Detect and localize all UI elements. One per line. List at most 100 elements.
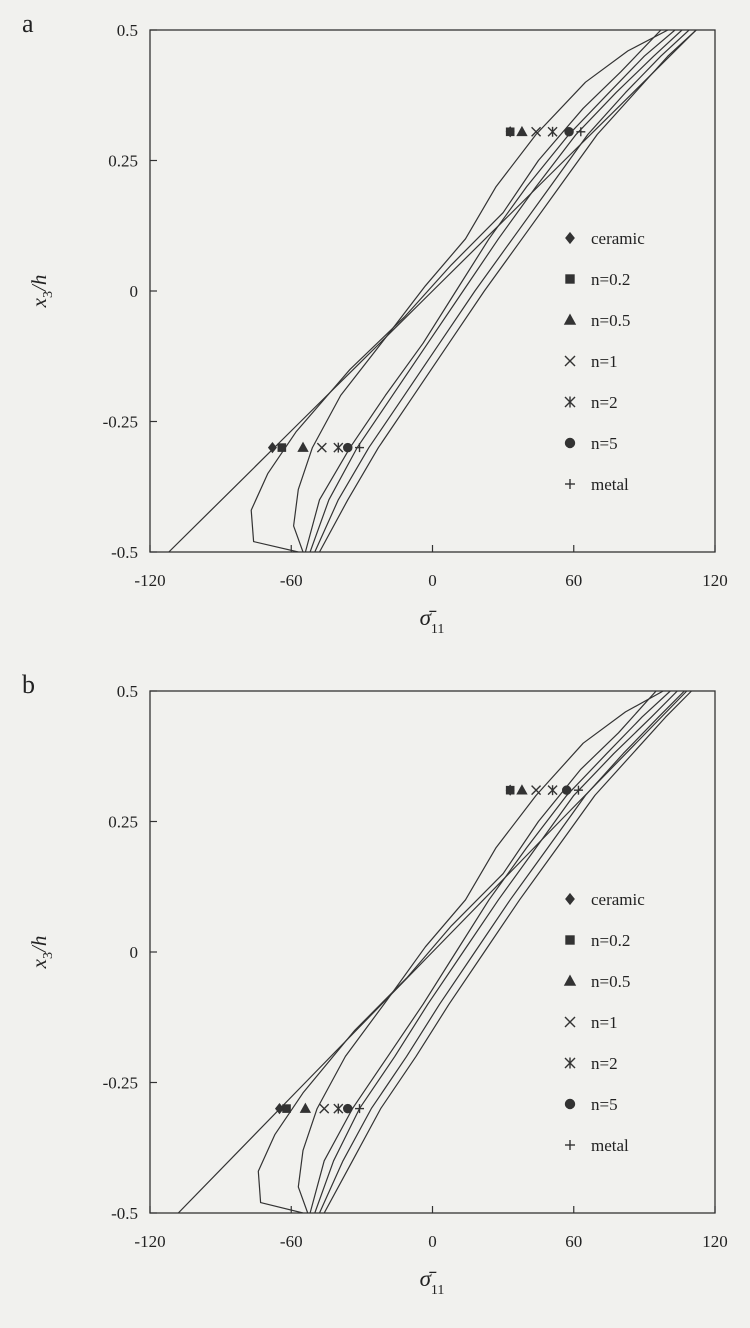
data-markers	[274, 784, 583, 1115]
legend-label: ceramic	[591, 890, 645, 909]
series-lines	[168, 30, 697, 552]
legend-marker-ceramic	[565, 892, 575, 906]
data-marker-n=1	[316, 442, 327, 453]
series-line-n=2	[309, 30, 683, 552]
data-marker-n=0.2	[277, 443, 287, 452]
y-tick-label: -0.5	[111, 1204, 138, 1223]
series-line-n=1	[309, 691, 671, 1213]
y-tick-label: 0	[130, 282, 139, 301]
legend-label: metal	[591, 475, 629, 494]
panel-label: b	[22, 670, 35, 699]
y-tick-label: 0.25	[108, 152, 138, 171]
legend-marker-n=0.2	[565, 274, 575, 284]
legend-marker-n=0.5	[563, 974, 577, 986]
data-marker-n=2	[547, 785, 558, 796]
data-marker-n=5	[561, 785, 572, 795]
legend: ceramic n=0.2 n=0.5 n=1 n=2 n=5 metal	[563, 890, 645, 1155]
legend-label: n=5	[591, 434, 618, 453]
data-marker-n=5	[343, 442, 353, 453]
legend-label: n=1	[591, 352, 618, 371]
data-marker-n=0.5	[299, 1102, 312, 1113]
x-tick-label: 120	[702, 571, 728, 590]
series-lines	[177, 691, 692, 1213]
y-axis-label: x3/h	[27, 275, 56, 309]
legend-marker-ceramic	[565, 231, 575, 245]
series-line-n=0.5	[297, 691, 664, 1213]
data-marker-ceramic	[267, 441, 277, 454]
x-axis-label: σ̄11	[420, 1266, 445, 1298]
data-marker-n=0.2	[505, 785, 515, 795]
x-tick-label: 60	[565, 1232, 582, 1251]
legend-marker-n=5	[564, 437, 576, 449]
data-marker-metal	[576, 127, 586, 137]
legend-marker-n=1	[564, 355, 576, 367]
series-line-ceramic	[177, 691, 688, 1213]
series-line-n=0.5	[293, 30, 669, 552]
data-marker-n=0.5	[516, 125, 528, 137]
x-tick-label: 60	[565, 571, 582, 590]
data-marker-n=2	[547, 126, 558, 137]
chart-panel-a: a -120 -60 0 60 120 0.5 0.25 0 -0.25 -0.5 ceramic n=…	[0, 0, 750, 662]
data-markers	[267, 125, 586, 454]
legend-label: ceramic	[591, 229, 645, 248]
data-marker-n=5	[343, 1103, 353, 1114]
data-marker-n=1	[531, 785, 542, 796]
series-line-metal	[323, 691, 692, 1213]
legend-marker-n=0.2	[565, 935, 575, 945]
legend-marker-metal	[565, 1140, 575, 1150]
x-tick-label: -120	[134, 571, 165, 590]
y-tick-label: 0.25	[108, 813, 138, 832]
legend-marker-metal	[565, 479, 575, 489]
data-marker-n=0.5	[516, 784, 528, 795]
legend-marker-n=0.5	[563, 313, 577, 325]
data-marker-n=2	[333, 1103, 344, 1114]
data-marker-n=5	[564, 127, 574, 137]
x-tick-label: -120	[134, 1232, 165, 1251]
series-line-n=1	[304, 30, 676, 552]
y-tick-label: 0	[130, 943, 139, 962]
data-marker-metal	[355, 1104, 365, 1114]
legend-marker-n=2	[564, 1057, 576, 1069]
y-tick-label: -0.5	[111, 543, 138, 562]
series-line-metal	[318, 30, 697, 552]
series-line-n=5	[314, 30, 690, 552]
data-marker-n=0.5	[297, 441, 309, 452]
y-tick-label: 0.5	[117, 682, 138, 701]
y-tick-label: -0.25	[103, 413, 138, 432]
legend-label: n=0.5	[591, 311, 630, 330]
data-marker-n=1	[531, 126, 542, 137]
series-line-n=2	[314, 691, 678, 1213]
legend-marker-n=2	[564, 396, 576, 408]
legend-marker-n=5	[564, 1098, 576, 1110]
data-marker-n=2	[333, 442, 344, 453]
y-tick-label: -0.25	[103, 1074, 138, 1093]
data-marker-ceramic	[274, 1102, 284, 1115]
data-marker-n=0.2	[505, 127, 515, 137]
x-tick-label: -60	[280, 1232, 303, 1251]
y-tick-label: 0.5	[117, 21, 138, 40]
x-tick-label: 0	[428, 571, 437, 590]
legend-label: n=5	[591, 1095, 618, 1114]
series-line-ceramic	[168, 30, 697, 552]
legend-label: metal	[591, 1136, 629, 1155]
legend-label: n=0.2	[591, 931, 630, 950]
chart-panel-b: b -120 -60 0 60 120 0.5 0.25 0 -0.25 -0.5 ceramic n=…	[0, 661, 750, 1323]
chart-a-svg: a -120 -60 0 60 120 0.5 0.25 0 -0.25 -0.5 ceramic n=…	[22, 9, 728, 637]
y-axis-label: x3/h	[27, 936, 56, 970]
legend-label: n=1	[591, 1013, 618, 1032]
series-line-n=5	[318, 691, 685, 1213]
x-tick-label: 120	[702, 1232, 728, 1251]
x-axis-label: σ̄11	[420, 605, 445, 637]
legend-label: n=2	[591, 393, 618, 412]
data-marker-metal	[355, 443, 365, 453]
x-tick-label: -60	[280, 571, 303, 590]
chart-b-svg: b -120 -60 0 60 120 0.5 0.25 0 -0.25 -0.5 ceramic n=…	[22, 670, 728, 1298]
data-marker-n=0.2	[282, 1104, 291, 1113]
series-line-n=0.2	[250, 30, 662, 552]
legend-label: n=2	[591, 1054, 618, 1073]
data-marker-n=1	[319, 1103, 330, 1114]
series-line-n=0.2	[257, 691, 657, 1213]
panel-label: a	[22, 9, 34, 38]
legend-label: n=0.5	[591, 972, 630, 991]
legend: ceramic n=0.2 n=0.5 n=1 n=2 n=5 metal	[563, 229, 645, 494]
